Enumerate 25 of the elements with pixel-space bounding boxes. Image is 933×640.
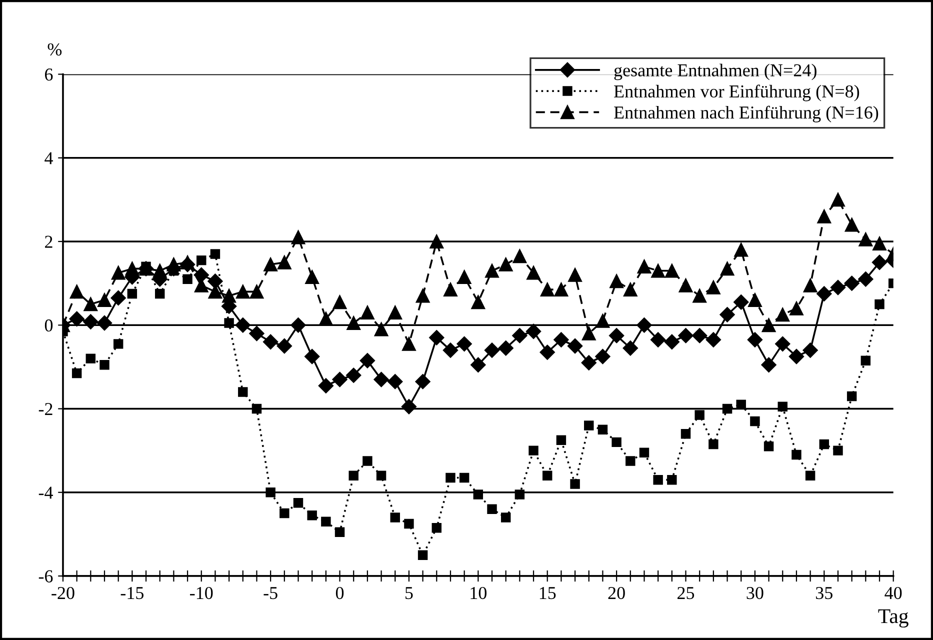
x-tick-label: 30	[746, 586, 764, 600]
y-tick-label: 0	[44, 319, 53, 332]
y-tick-label: 6	[45, 68, 53, 81]
y-tick-label: 4	[44, 152, 53, 164]
legend-label: gesamte Entnahmen (N=24)	[614, 64, 816, 80]
y-tick-label: -2	[38, 403, 52, 416]
x-tick-label: 0	[336, 586, 344, 600]
x-tick-label: -5	[264, 587, 278, 600]
y-tick-label: 2	[45, 236, 52, 248]
legend-label: Entnahmen vor Einführung (N=8)	[614, 84, 860, 102]
x-tick-label: -20	[52, 586, 74, 600]
x-tick-label: 25	[678, 586, 694, 600]
x-tick-label: -10	[190, 586, 213, 600]
x-axis-title: Tag	[878, 609, 908, 628]
x-tick-label: 10	[470, 586, 486, 600]
x-tick-label: -15	[120, 587, 144, 600]
legend-label: Entnahmen nach Einführung (N=16)	[614, 106, 878, 122]
x-tick-label: 20	[608, 586, 625, 600]
x-tick-label: 40	[884, 586, 902, 600]
x-tick-label: 5	[406, 587, 413, 600]
y-axis-title: %	[48, 43, 62, 56]
y-tick-label: -4	[38, 486, 53, 499]
y-tick-label: -6	[38, 570, 53, 582]
x-tick-label: 15	[540, 587, 556, 600]
x-tick-label: 35	[816, 586, 832, 600]
